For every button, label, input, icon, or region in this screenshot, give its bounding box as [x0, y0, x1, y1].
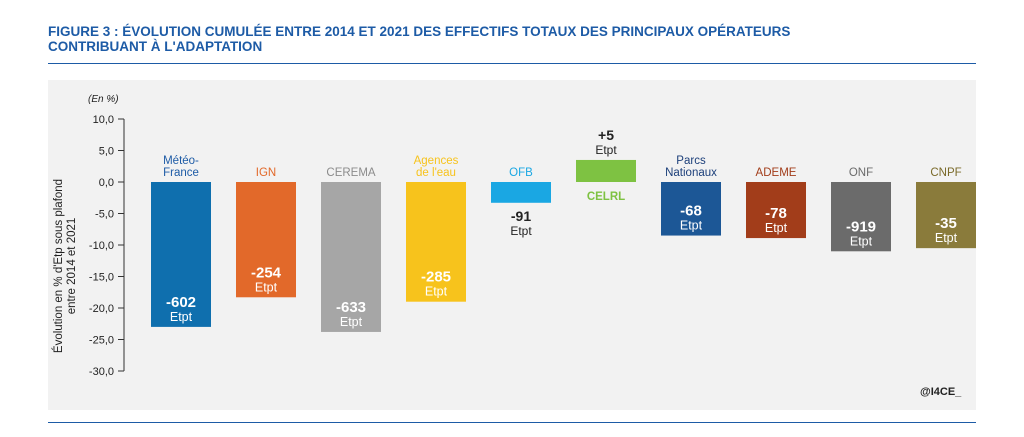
data-label-unit: Etpt	[340, 315, 363, 329]
bar	[916, 182, 976, 249]
figure-title: FIGURE 3 : ÉVOLUTION CUMULÉE ENTRE 2014 …	[48, 24, 988, 54]
category-label: CNPF	[930, 167, 961, 179]
y-axis-title: Évolution en % d'Etp sous plafondentre 2…	[52, 179, 78, 353]
data-label-count: -285	[421, 269, 451, 286]
data-label-unit: Etpt	[170, 310, 193, 324]
bar	[151, 182, 211, 327]
data-label-count: +5	[598, 127, 614, 143]
data-label-count: -919	[846, 218, 876, 235]
y-tick-label: -10,0	[89, 240, 114, 252]
y-tick-label: -30,0	[89, 366, 114, 378]
bar-chart: (En %) 10,0 5,0 0,0 -5,0 -10,0 -15,0 -20,0 -25,0…	[52, 94, 976, 378]
data-label-count: -602	[166, 294, 196, 311]
bar	[661, 182, 721, 236]
data-label-unit: Etpt	[255, 280, 278, 294]
data-label-unit: Etpt	[425, 285, 448, 299]
y-tick-label: -15,0	[89, 272, 114, 284]
category-label: de l'eau	[416, 167, 456, 179]
category-label: France	[163, 167, 199, 179]
category-label: CELRL	[587, 191, 625, 203]
category-label: ADEME	[756, 167, 797, 179]
category-label: Météo-	[163, 155, 199, 167]
bar	[406, 182, 466, 302]
data-label-count: -35	[935, 215, 957, 232]
credit-handle: @I4CE_	[920, 386, 962, 398]
category-label: Nationaux	[665, 167, 717, 179]
y-tick-label: -5,0	[95, 209, 114, 221]
data-label-unit: Etpt	[510, 224, 532, 238]
y-tick-label: -25,0	[89, 335, 114, 347]
y-tick-label: -20,0	[89, 303, 114, 315]
category-label: CEREMA	[326, 167, 376, 179]
category-label: Parcs	[676, 155, 706, 167]
bar	[236, 182, 296, 298]
data-label-count: -78	[765, 205, 787, 222]
bar	[491, 182, 551, 203]
bar	[321, 182, 381, 332]
data-label-unit: Etpt	[595, 143, 617, 157]
category-label: IGN	[256, 167, 276, 179]
category-label: ONF	[849, 167, 873, 179]
y-tick-label: 0,0	[99, 177, 114, 189]
chart-panel: (En %) 10,0 5,0 0,0 -5,0 -10,0 -15,0 -20,0 -25,0…	[48, 80, 976, 410]
data-label-count: -254	[251, 264, 282, 281]
data-label-count: -91	[511, 208, 531, 224]
data-label-unit: Etpt	[765, 221, 788, 235]
title-rule	[48, 63, 976, 64]
figure-title-line1: FIGURE 3 : ÉVOLUTION CUMULÉE ENTRE 2014 …	[48, 24, 791, 39]
data-label-unit: Etpt	[850, 234, 873, 248]
data-label-unit: Etpt	[680, 219, 703, 233]
y-tick-label: 10,0	[93, 114, 114, 126]
bar	[576, 159, 636, 182]
data-label-unit: Etpt	[935, 231, 958, 245]
data-label-count: -68	[680, 203, 702, 220]
figure-title-line2: CONTRIBUANT À L'ADAPTATION	[48, 39, 263, 54]
bottom-rule	[48, 422, 976, 423]
bar	[831, 182, 891, 252]
data-label-count: -633	[336, 299, 366, 316]
y-tick-label: 5,0	[99, 146, 114, 158]
unit-label: (En %)	[88, 94, 119, 105]
category-label: OFB	[509, 167, 533, 179]
category-label: Agences	[414, 155, 459, 167]
bar	[746, 182, 806, 239]
